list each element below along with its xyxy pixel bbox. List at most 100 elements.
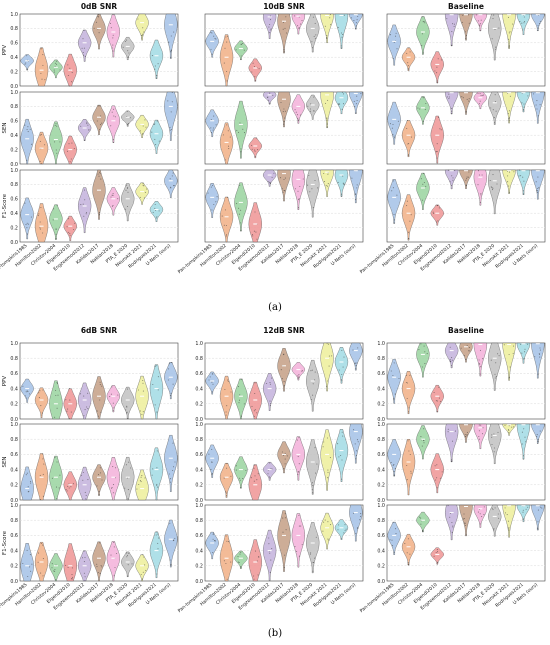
violin-point xyxy=(285,16,287,18)
violin-point xyxy=(480,94,482,96)
violin-point xyxy=(126,205,129,208)
violin-point xyxy=(294,545,296,548)
violin-point xyxy=(225,235,227,237)
violin-point xyxy=(22,385,24,387)
y-tick-label: 0.0 xyxy=(195,579,203,585)
violin-point xyxy=(69,161,71,163)
violin-point xyxy=(465,524,467,527)
violin-point xyxy=(210,132,213,134)
y-tick-label: 0.8 xyxy=(377,437,385,443)
subplot-title: 12dB SNR xyxy=(263,326,305,335)
violin-point xyxy=(97,474,100,476)
violin-point xyxy=(99,572,101,575)
violin-point xyxy=(29,128,31,130)
y-tick-label: 0.0 xyxy=(377,498,385,504)
violin-body xyxy=(121,183,135,222)
violin-point xyxy=(254,464,256,466)
violin-point xyxy=(344,524,346,526)
violin-point xyxy=(340,47,342,49)
violin-point xyxy=(494,373,496,375)
violin-point xyxy=(26,69,28,71)
violin-point xyxy=(93,27,95,29)
violin-point xyxy=(73,148,75,150)
violin-point xyxy=(477,170,480,172)
violin-point xyxy=(256,560,258,562)
y-tick-label: 0.8 xyxy=(377,518,385,524)
violin-point xyxy=(126,406,128,408)
violin-point xyxy=(226,70,228,73)
violin-point xyxy=(30,216,32,218)
violin-point xyxy=(313,110,315,112)
violin-point xyxy=(522,519,524,521)
violin-point xyxy=(509,366,511,368)
violin-body xyxy=(106,541,120,582)
violin-body xyxy=(205,183,219,218)
violin-point xyxy=(126,388,128,390)
violin-point xyxy=(254,409,256,411)
violin-point xyxy=(128,552,130,554)
violin-point xyxy=(357,15,359,17)
violin-point xyxy=(342,175,344,177)
violin-point xyxy=(326,342,328,344)
violin-point xyxy=(114,116,116,118)
violin-point xyxy=(207,192,209,194)
violin-point xyxy=(251,144,253,146)
violin-point xyxy=(24,124,26,126)
violin-point xyxy=(55,486,58,488)
violin-point xyxy=(210,127,212,129)
violin-point xyxy=(508,46,510,48)
violin-point xyxy=(81,47,83,49)
violin-body xyxy=(473,423,487,449)
violin-point xyxy=(42,575,44,577)
violin-point xyxy=(435,479,437,481)
violin-point xyxy=(110,125,112,127)
violin-point xyxy=(282,454,285,456)
violin-point xyxy=(436,551,439,553)
violin-point xyxy=(271,468,273,470)
violin-point xyxy=(170,49,172,51)
violin-point xyxy=(504,424,506,426)
violin-point xyxy=(537,521,539,523)
violin-point xyxy=(355,450,357,452)
violin-point xyxy=(507,16,510,18)
violin-point xyxy=(72,483,74,485)
violin-point xyxy=(98,171,101,173)
violin-point xyxy=(269,23,271,26)
violin-point xyxy=(127,191,129,193)
violin-point xyxy=(81,557,84,559)
subplot: Pan-tompkins1985Hamilton2002Christov2004… xyxy=(359,169,546,275)
violin-point xyxy=(211,209,213,211)
y-tick-label: 0.6 xyxy=(10,41,18,47)
violin-point xyxy=(420,517,422,519)
violin-point xyxy=(281,451,283,453)
violin-point xyxy=(138,483,140,486)
violin-point xyxy=(110,27,112,29)
violin-point xyxy=(124,208,126,210)
violin-point xyxy=(235,49,237,51)
violin-point xyxy=(85,498,87,500)
violin-point xyxy=(37,552,40,554)
violin-point xyxy=(69,399,71,401)
violin-point xyxy=(109,22,112,24)
violin-point xyxy=(512,426,515,428)
violin-point xyxy=(226,492,228,494)
violin-point xyxy=(537,441,539,443)
violin-point xyxy=(337,529,339,531)
violin-body xyxy=(459,91,473,115)
violin-body xyxy=(401,439,416,496)
violin-body xyxy=(430,453,444,494)
violin-point xyxy=(55,149,57,151)
violin-point xyxy=(85,494,87,496)
violin-point xyxy=(479,92,481,95)
violin-point xyxy=(296,439,298,441)
violin-point xyxy=(391,127,393,129)
violin-point xyxy=(490,186,492,188)
violin-point xyxy=(29,480,32,482)
violin-body xyxy=(306,439,320,495)
violin-point xyxy=(312,383,314,385)
subplot: 0.00.20.40.60.81.0 xyxy=(195,341,364,423)
violin-point xyxy=(498,355,500,357)
violin-body xyxy=(401,194,416,241)
violin-point xyxy=(224,209,226,211)
violin-point xyxy=(537,190,539,192)
